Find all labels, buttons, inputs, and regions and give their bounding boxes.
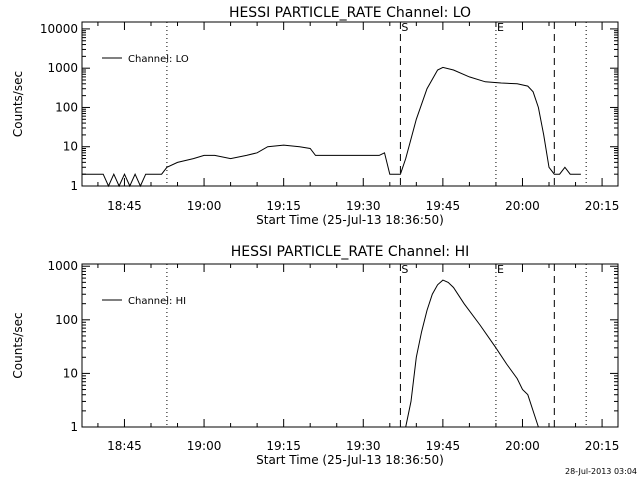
- plot-frame: [81, 263, 619, 428]
- y-tick-label: 1000: [47, 259, 78, 273]
- page-stamp: 28-Jul-2013 03:04: [565, 467, 637, 476]
- y-axis-label: Counts/sec: [11, 71, 25, 137]
- y-tick-label: 1: [70, 420, 78, 434]
- x-tick-label: 20:15: [585, 199, 620, 213]
- x-tick-label: 19:30: [346, 199, 381, 213]
- chart-title: HESSI PARTICLE_RATE Channel: HI: [231, 244, 469, 260]
- chart-title: HESSI PARTICLE_RATE Channel: LO: [229, 5, 471, 21]
- series-line: [82, 66, 581, 188]
- x-tick-label: 19:15: [266, 199, 301, 213]
- x-tick-label: 18:45: [107, 439, 142, 453]
- x-tick-label: 19:00: [187, 199, 222, 213]
- x-axis-label: Start Time (25-Jul-13 18:36:50): [256, 213, 444, 227]
- x-tick-label: 20:00: [505, 199, 540, 213]
- x-tick-label: 19:00: [187, 439, 222, 453]
- event-marker-label: S: [401, 21, 408, 34]
- legend-entry: Channel: HI: [128, 296, 186, 307]
- x-tick-label: 20:15: [585, 439, 620, 453]
- event-marker-label: S: [401, 263, 408, 276]
- x-tick-label: 20:00: [505, 439, 540, 453]
- y-tick-label: 10: [63, 366, 78, 380]
- x-tick-label: 19:30: [346, 439, 381, 453]
- x-tick-label: 18:45: [107, 199, 142, 213]
- y-tick-label: 100: [55, 313, 78, 327]
- y-tick-label: 1000: [47, 61, 78, 75]
- chart-panel-lo: HESSI PARTICLE_RATE Channel: LO Start Tim…: [11, 5, 619, 227]
- x-tick-label: 19:45: [426, 439, 461, 453]
- chart-panel-hi: HESSI PARTICLE_RATE Channel: HI Start Tim…: [11, 244, 619, 467]
- x-axis-label: Start Time (25-Jul-13 18:36:50): [256, 453, 444, 467]
- x-tick-label: 19:15: [266, 439, 301, 453]
- series-line: [405, 279, 539, 428]
- x-tick-label: 19:45: [426, 199, 461, 213]
- y-tick-label: 10000: [40, 22, 78, 36]
- plot-frame: [81, 21, 619, 187]
- y-axis-label: Counts/sec: [11, 312, 25, 378]
- y-tick-label: 10: [63, 140, 78, 154]
- event-marker-label: E: [497, 263, 504, 276]
- y-tick-label: 1: [70, 179, 78, 193]
- y-tick-label: 100: [55, 100, 78, 114]
- event-marker-label: E: [497, 21, 504, 34]
- legend-entry: Channel: LO: [128, 54, 189, 65]
